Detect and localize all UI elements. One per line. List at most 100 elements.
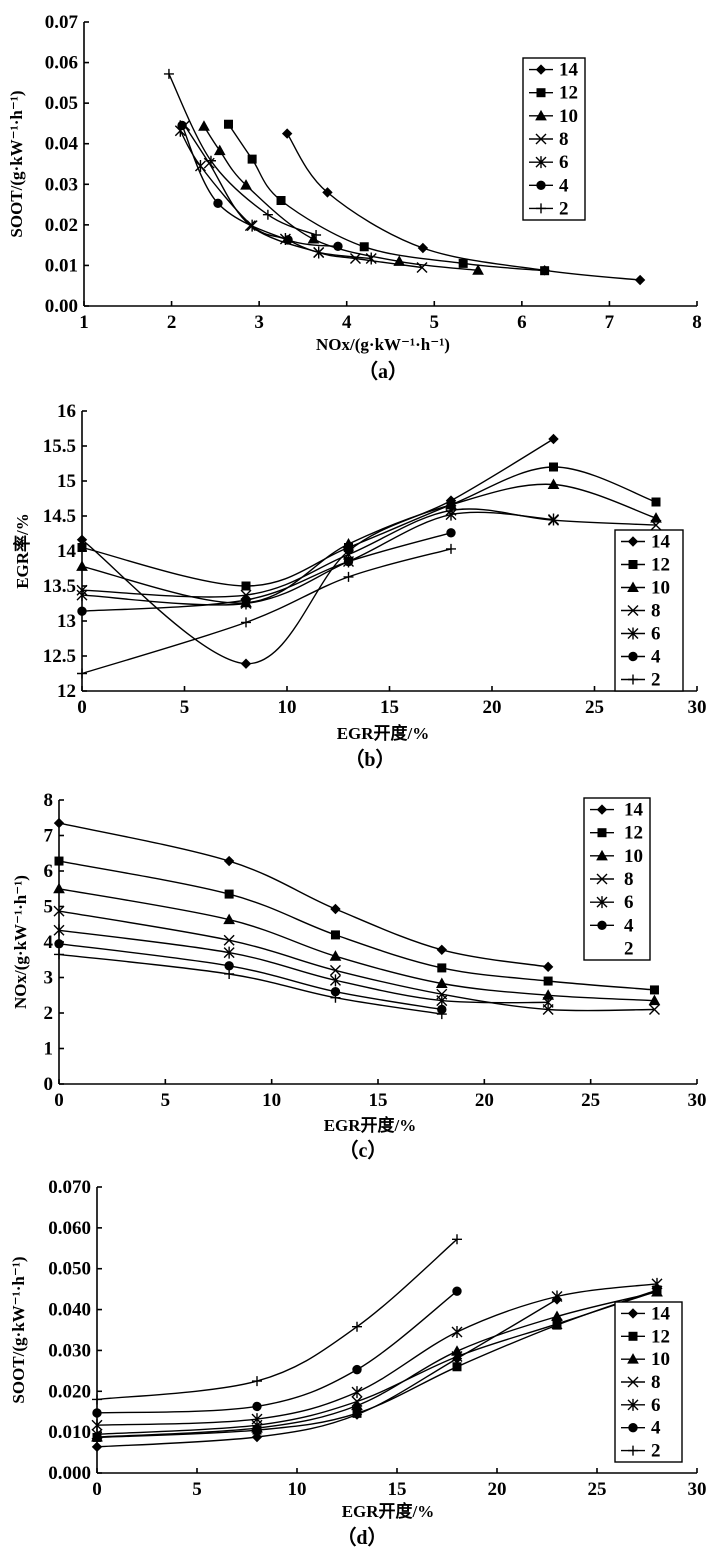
legend-marker-square bbox=[597, 828, 607, 838]
data-point-x bbox=[451, 1351, 463, 1363]
panel-caption-b: （b） bbox=[344, 748, 395, 771]
data-point-circle bbox=[452, 1286, 462, 1296]
legend-marker-square bbox=[628, 560, 638, 569]
legend-marker-triangle bbox=[627, 1353, 639, 1364]
data-point-diamond bbox=[548, 433, 559, 445]
legend-marker-asterisk bbox=[627, 1398, 639, 1411]
data-point-square bbox=[452, 1362, 462, 1372]
data-point-asterisk bbox=[445, 508, 457, 521]
data-point-plus bbox=[330, 992, 341, 1003]
data-point-plus bbox=[262, 209, 273, 220]
legend-label: 2 bbox=[624, 938, 634, 959]
data-point-plus bbox=[436, 1009, 447, 1020]
legend-label: 14 bbox=[559, 60, 579, 81]
data-point-circle bbox=[283, 235, 293, 245]
data-point-triangle bbox=[435, 977, 448, 989]
data-point-plus bbox=[311, 230, 322, 240]
data-point-square bbox=[330, 930, 340, 940]
panel-caption-d: （d） bbox=[336, 1526, 387, 1549]
legend-marker-plus bbox=[628, 674, 638, 685]
series-line bbox=[96, 1283, 658, 1426]
series-line bbox=[81, 532, 452, 612]
data-point-triangle bbox=[223, 913, 235, 925]
legend-label: 12 bbox=[651, 555, 670, 576]
y-tick-label: 14.5 bbox=[43, 506, 76, 527]
y-tick-label: 0.000 bbox=[48, 1463, 91, 1484]
y-tick-label: 15 bbox=[57, 471, 76, 492]
data-point-asterisk bbox=[329, 974, 341, 987]
series-b-3 bbox=[76, 504, 662, 601]
x-tick-label: 15 bbox=[380, 697, 399, 718]
data-point-plus bbox=[452, 1234, 462, 1245]
legend-marker-x bbox=[627, 1376, 639, 1388]
data-point-plus bbox=[352, 1321, 362, 1332]
series-line bbox=[96, 1290, 458, 1414]
y-tick-label: 0.01 bbox=[45, 255, 78, 276]
series-d-0 bbox=[91, 1294, 563, 1453]
series-a-1 bbox=[223, 119, 550, 276]
series-a-2 bbox=[198, 120, 484, 275]
series-line bbox=[181, 125, 339, 248]
series-d-2 bbox=[91, 1285, 663, 1442]
data-point-asterisk bbox=[542, 996, 554, 1009]
chart-panel-c: 0 5 10 15 20 25 30012345678EGR开度/%NOx/(g·kW⁻¹·… bbox=[11, 790, 707, 1162]
y-tick-label: 0.02 bbox=[45, 215, 78, 236]
legend-marker-triangle bbox=[627, 581, 639, 592]
series-line bbox=[227, 123, 545, 272]
data-point-square bbox=[549, 462, 558, 472]
legend-marker-circle bbox=[536, 180, 546, 190]
y-tick-label: 0.05 bbox=[45, 93, 78, 114]
data-point-triangle bbox=[213, 144, 226, 156]
data-point-square bbox=[224, 889, 234, 899]
legend-marker-diamond bbox=[627, 1308, 639, 1319]
y-tick-label: 0.03 bbox=[45, 174, 78, 195]
data-point-square bbox=[649, 985, 659, 995]
series-c-0 bbox=[53, 817, 554, 973]
data-point-plus bbox=[252, 1376, 262, 1387]
x-axis-title-d: EGR开度/% bbox=[342, 1501, 435, 1521]
data-point-circle bbox=[343, 556, 354, 567]
legend-label: 14 bbox=[624, 800, 644, 821]
legend-label: 6 bbox=[559, 152, 569, 173]
y-tick-label: 16 bbox=[57, 401, 76, 422]
data-point-asterisk bbox=[91, 1419, 103, 1432]
legend-label: 6 bbox=[651, 624, 661, 645]
x-tick-label: 30 bbox=[688, 697, 707, 718]
data-point-diamond bbox=[91, 1441, 103, 1453]
data-point-asterisk bbox=[313, 246, 325, 259]
legend-label: 4 bbox=[559, 175, 569, 196]
legend-marker-diamond bbox=[627, 536, 639, 547]
data-point-x bbox=[650, 519, 662, 531]
legend-label: 4 bbox=[651, 1418, 661, 1439]
data-point-diamond bbox=[223, 855, 235, 867]
data-point-circle bbox=[446, 528, 456, 538]
series-b-6 bbox=[77, 543, 456, 679]
x-tick-label: 5 bbox=[180, 697, 190, 718]
data-point-triangle bbox=[547, 478, 560, 489]
series-d-3 bbox=[91, 1285, 663, 1440]
legend-label: 8 bbox=[624, 869, 634, 890]
y-tick-label: 0.070 bbox=[48, 1177, 91, 1198]
series-b-5 bbox=[77, 528, 456, 616]
series-line bbox=[58, 953, 442, 1015]
legend-marker-x bbox=[627, 605, 639, 616]
data-point-asterisk bbox=[53, 924, 65, 937]
data-point-x bbox=[203, 157, 215, 169]
y-tick-label: 0.060 bbox=[48, 1218, 91, 1239]
legend-label: 8 bbox=[559, 129, 569, 150]
data-point-diamond bbox=[436, 944, 448, 956]
chart-panel-d: 0 5 10 15 20 25 30 0.000 0.010 0.020 0.030 0.040 0.0… bbox=[9, 1177, 707, 1549]
data-point-triangle bbox=[472, 264, 484, 275]
data-point-plus bbox=[205, 155, 216, 166]
x-tick-label: 10 bbox=[278, 697, 297, 718]
data-point-square bbox=[540, 266, 550, 276]
series-c-4 bbox=[53, 924, 554, 1009]
data-point-plus bbox=[163, 68, 174, 79]
legend-marker-x bbox=[535, 133, 547, 145]
legend-label: 10 bbox=[624, 846, 643, 867]
data-point-asterisk bbox=[194, 160, 206, 173]
data-point-circle bbox=[54, 939, 64, 949]
